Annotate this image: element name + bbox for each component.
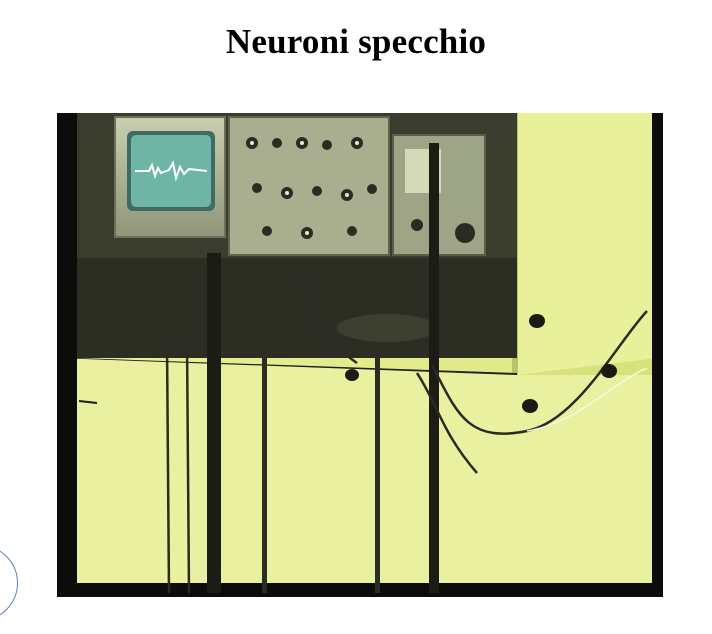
cable bbox=[295, 262, 358, 365]
slide-title: Neuroni specchio bbox=[225, 22, 487, 61]
pole bbox=[375, 343, 380, 593]
pole bbox=[207, 253, 221, 593]
cable bbox=[185, 342, 191, 594]
frame-left-edge bbox=[57, 113, 77, 597]
rack-shelf bbox=[77, 258, 517, 358]
pole bbox=[262, 343, 267, 593]
oscilloscope-trace bbox=[135, 160, 208, 182]
wall-right-panel bbox=[512, 113, 652, 383]
corner-circle-decoration bbox=[0, 545, 18, 621]
cable bbox=[165, 344, 171, 594]
cable bbox=[415, 372, 478, 474]
wall-lower bbox=[57, 358, 663, 597]
video-still bbox=[57, 113, 663, 597]
